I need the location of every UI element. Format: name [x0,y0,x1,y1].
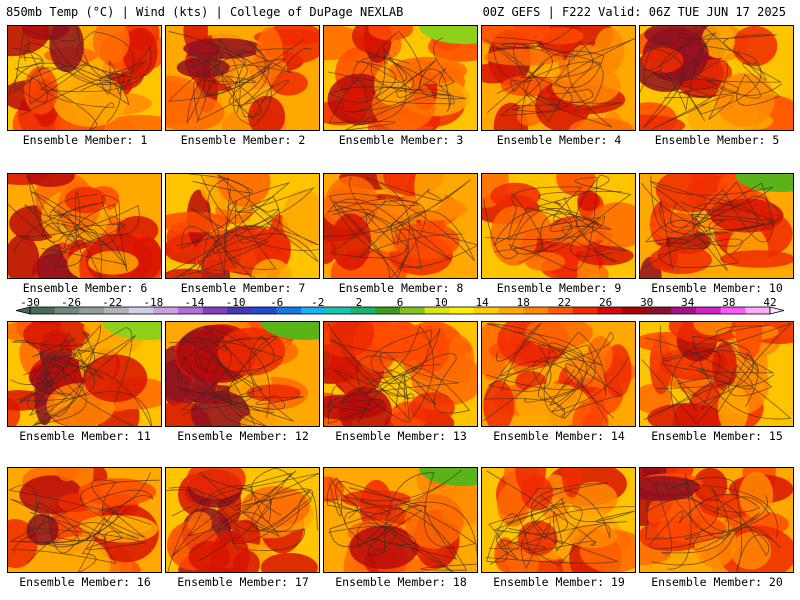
ensemble-member-label: Ensemble Member: 20 [651,575,783,589]
ensemble-member-label: Ensemble Member: 8 [338,281,464,295]
colorbar-swatch [350,307,376,314]
colorbar-tick-label: -22 [102,296,122,309]
ensemble-member-label: Ensemble Member: 7 [180,281,306,295]
ensemble-member-map [481,321,636,427]
colorbar-tick-label: -18 [143,296,163,309]
colorbar-swatch [548,307,573,314]
ensemble-member-label: Ensemble Member: 16 [19,575,151,589]
colorbar-swatch [276,307,302,314]
colorbar-tick-label: 38 [722,296,735,309]
ensemble-member-map [7,173,162,279]
ensemble-member-map [7,25,162,131]
ensemble-member-label: Ensemble Member: 18 [335,575,467,589]
ensemble-member-map [639,321,794,427]
colorbar-swatch [54,307,80,314]
colorbar-tick-label: 18 [517,296,530,309]
colorbar-swatch [474,307,499,314]
ensemble-member-label: Ensemble Member: 17 [177,575,309,589]
ensemble-member-map [323,467,478,573]
ensemble-member-map [481,25,636,131]
colorbar-swatch [178,307,203,314]
colorbar-swatch [424,307,450,314]
ensemble-member-map [165,321,320,427]
colorbar-tick-label: -26 [61,296,81,309]
model-run-valid-time: 00Z GEFS | F222 Valid: 06Z TUE JUN 17 20… [482,5,786,19]
colorbar-swatch [153,307,179,314]
colorbar-tick-label: 42 [763,296,776,309]
colorbar-swatch [498,307,524,314]
colorbar-swatch [400,307,425,314]
temperature-colorbar: -30 -26 -22 -18 -14 -10 -6 -2 2 6 10 14 18 22 26 30 34 38… [15,296,785,315]
colorbar-swatch [646,307,672,314]
colorbar-tick-label: 22 [558,296,571,309]
colorbar-swatch [622,307,647,314]
ensemble-member-label: Ensemble Member: 10 [651,281,783,295]
colorbar-tick-label: 2 [356,296,363,309]
colorbar-swatch [30,307,55,314]
colorbar-tick-label: 34 [681,296,695,309]
ensemble-member-label: Ensemble Member: 5 [654,133,780,147]
ensemble-member-map [165,467,320,573]
colorbar-swatch [326,307,351,314]
ensemble-member-label: Ensemble Member: 14 [493,429,625,443]
colorbar-tick-label: 26 [599,296,612,309]
colorbar-tick-label: 14 [476,296,490,309]
ensemble-member-label: Ensemble Member: 1 [22,133,148,147]
ensemble-member-map [639,173,794,279]
colorbar-tick-label: -14 [184,296,204,309]
ensemble-member-label: Ensemble Member: 11 [19,429,151,443]
colorbar-tick-label: 6 [397,296,404,309]
colorbar-tick-label: -2 [311,296,324,309]
ensemble-member-label: Ensemble Member: 9 [496,281,622,295]
ensemble-member-map [323,321,478,427]
colorbar-swatch [104,307,129,314]
colorbar-high-arrow [769,306,785,315]
colorbar-swatch [572,307,598,314]
ensemble-member-label: Ensemble Member: 15 [651,429,783,443]
ensemble-member-label: Ensemble Member: 4 [496,133,622,147]
ensemble-member-map [323,25,478,131]
colorbar-tick-label: -10 [226,296,246,309]
colorbar-swatch [128,307,154,314]
colorbar-swatch [745,307,771,314]
ensemble-member-label: Ensemble Member: 6 [22,281,148,295]
ensemble-member-label: Ensemble Member: 2 [180,133,306,147]
map-title: 850mb Temp (°C) | Wind (kts) | College o… [6,5,404,19]
colorbar-swatch [597,307,623,314]
colorbar-swatch [375,307,401,314]
ensemble-member-map [481,173,636,279]
colorbar-swatch [523,307,549,314]
ensemble-member-label: Ensemble Member: 13 [335,429,467,443]
colorbar-swatch [227,307,253,314]
colorbar-swatch [79,307,105,314]
colorbar-tick-label: 10 [434,296,447,309]
colorbar-swatch [696,307,721,314]
ensemble-member-label: Ensemble Member: 19 [493,575,625,589]
ensemble-member-map [323,173,478,279]
colorbar-tick-label: 30 [640,296,653,309]
ensemble-member-map [481,467,636,573]
colorbar-low-arrow [15,306,31,315]
ensemble-member-label: Ensemble Member: 12 [177,429,309,443]
ensemble-member-map [639,467,794,573]
ensemble-member-map [639,25,794,131]
colorbar-swatch [720,307,746,314]
ensemble-member-map [165,173,320,279]
colorbar-tick-label: -6 [270,296,283,309]
colorbar-tick-label: -30 [20,296,40,309]
colorbar-swatch [202,307,228,314]
ensemble-member-map [7,321,162,427]
ensemble-member-map [165,25,320,131]
colorbar-swatch [252,307,277,314]
colorbar-swatch [449,307,475,314]
colorbar-swatch [301,307,327,314]
colorbar-swatch [671,307,697,314]
ensemble-member-label: Ensemble Member: 3 [338,133,464,147]
ensemble-member-map [7,467,162,573]
